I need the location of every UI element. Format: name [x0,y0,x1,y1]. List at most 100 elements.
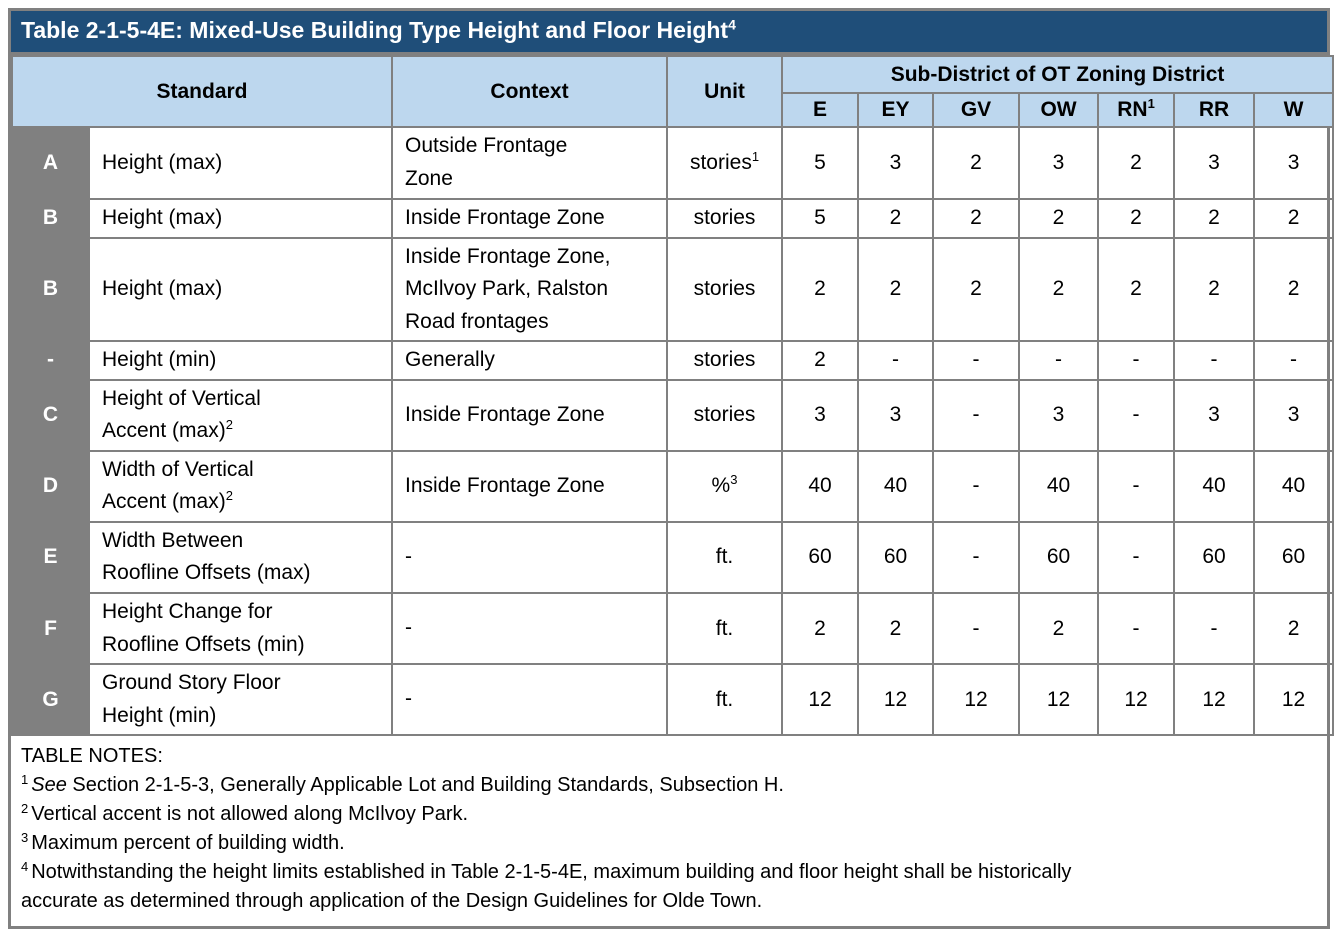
note-4: 4 Notwithstanding the height limits estab… [21,858,1072,913]
value-cell: 2 [1018,236,1100,343]
zoning-table: Table 2-1-5-4E: Mixed-Use Building Type … [8,8,1335,929]
standard-cell: Width of Vertical Accent (max)2 [87,449,394,523]
note-1-ref: 1 [21,771,29,787]
value-cell: - [1173,592,1256,666]
value-cell: - [932,592,1021,666]
value-cell: 12 [781,663,860,737]
table-row: F Height Change for Roofline Offsets (mi… [11,592,1335,666]
unit-cell: stories1 [666,126,784,200]
note-2-ref: 2 [21,800,29,816]
value-cell: 2 [1253,592,1335,666]
header-subdistrict-group: Sub-District of OT Zoning District [781,55,1335,94]
row-key: - [11,340,90,381]
context-cell: Inside Frontage Zone, McIlvoy Park, Rals… [391,236,669,343]
context-cell: - [391,592,669,666]
unit-cell: ft. [666,663,784,737]
value-cell: 2 [1097,126,1176,200]
value-cell: 2 [932,126,1021,200]
value-cell: 12 [1097,663,1176,737]
row-key: D [11,449,90,523]
value-cell: - [932,378,1021,452]
value-cell: - [857,340,935,381]
standard-cell: Height (max) [87,236,394,343]
value-cell: - [1097,449,1176,523]
header-district-ey: EY [857,92,935,128]
context-cell: Inside Frontage Zone [391,198,669,239]
value-cell: - [932,449,1021,523]
value-cell: - [1173,340,1256,381]
standard-cell: Height of Vertical Accent (max)2 [87,378,394,452]
value-cell: 2 [1173,198,1256,239]
value-cell: 60 [857,520,935,595]
value-cell: 60 [1253,520,1335,595]
row-key: E [11,520,90,595]
unit-cell: ft. [666,520,784,595]
note-2: 2 Vertical accent is not allowed along Mc… [21,800,469,826]
value-cell: 60 [781,520,860,595]
context-cell: Generally [391,340,669,381]
table-row: - Height (min) Generally stories 2 - - -… [11,340,1335,381]
value-cell: 3 [1253,378,1335,452]
table-notes: TABLE NOTES: 1 See Section 2-1-5-3, Gener… [11,736,1327,926]
value-cell: 3 [857,378,935,452]
table-row: A Height (max) Outside Frontage Zone sto… [11,126,1335,200]
value-cell: 2 [1173,236,1256,343]
table-row: E Width Between Roofline Offsets (max) -… [11,520,1335,595]
value-cell: - [1097,592,1176,666]
note-1: 1 See Section 2-1-5-3, Generally Applicab… [21,771,784,797]
note-3: 3 Maximum percent of building width. [21,829,345,855]
header-district-gv: GV [932,92,1021,128]
row-key: B [11,198,90,239]
table-row: D Width of Vertical Accent (max)2 Inside… [11,449,1335,523]
value-cell: 3 [781,378,860,452]
value-cell: 3 [1018,378,1100,452]
standard-cell: Height (max) [87,126,394,200]
value-cell: 2 [781,236,860,343]
value-cell: 12 [1253,663,1335,737]
standard-cell: Width Between Roofline Offsets (max) [87,520,394,595]
header-district-rr: RR [1173,92,1256,128]
standard-cell: Ground Story Floor Height (min) [87,663,394,737]
notes-heading: TABLE NOTES: [21,745,163,768]
value-cell: 3 [857,126,935,200]
standards-table: Standard Context Unit Sub-District of OT… [10,55,1335,737]
row-key: F [11,592,90,666]
unit-cell: stories [666,198,784,239]
value-cell: 3 [1173,126,1256,200]
value-cell: 60 [1018,520,1100,595]
unit-cell: stories [666,378,784,452]
row-key: A [11,126,90,200]
value-cell: 3 [1018,126,1100,200]
value-cell: 3 [1253,126,1335,200]
value-cell: 2 [1018,198,1100,239]
header-district-e: E [781,92,860,128]
context-cell: Outside Frontage Zone [391,126,669,200]
value-cell: 2 [857,592,935,666]
value-cell: 12 [1018,663,1100,737]
unit-cell: stories [666,340,784,381]
value-cell: 2 [932,198,1021,239]
value-cell: 2 [1253,236,1335,343]
value-cell: 2 [781,592,860,666]
context-cell: Inside Frontage Zone [391,449,669,523]
value-cell: 40 [1018,449,1100,523]
value-cell: 40 [1173,449,1256,523]
value-cell: 2 [781,340,860,381]
value-cell: 2 [1097,198,1176,239]
header-context: Context [391,55,669,128]
value-cell: 40 [781,449,860,523]
standard-cell: Height (min) [87,340,394,381]
value-cell: 2 [857,236,935,343]
context-cell: - [391,520,669,595]
header-district-ow: OW [1018,92,1100,128]
table-title-bar: Table 2-1-5-4E: Mixed-Use Building Type … [11,11,1327,55]
table-row: B Height (max) Inside Frontage Zone, McI… [11,236,1335,343]
value-cell: 2 [1018,592,1100,666]
context-cell: Inside Frontage Zone [391,378,669,452]
table-row: G Ground Story Floor Height (min) - ft. … [11,663,1335,737]
row-key: B [11,236,90,343]
header-standard: Standard [10,55,394,128]
standard-cell: Height Change for Roofline Offsets (min) [87,592,394,666]
row-key: C [11,378,90,452]
table-row: C Height of Vertical Accent (max)2 Insid… [11,378,1335,452]
